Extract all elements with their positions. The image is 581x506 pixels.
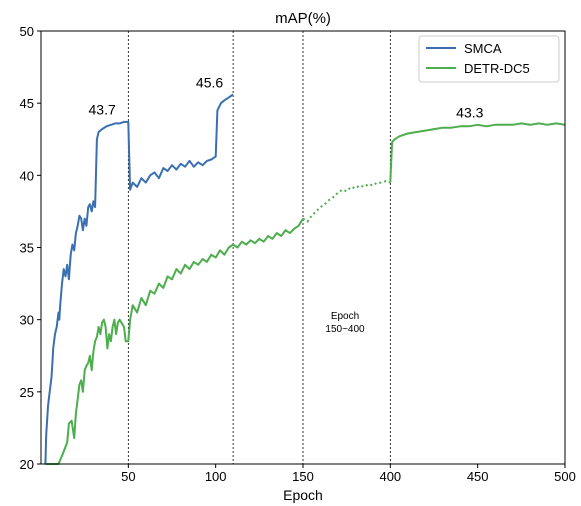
y-axis: 20 25 30 35 40 45 50 (20, 24, 41, 472)
y-tick-label: 50 (20, 24, 34, 39)
y-tick-label: 30 (20, 313, 34, 328)
value-annotation: 43.7 (89, 102, 116, 118)
x-tick-label: 400 (379, 469, 401, 484)
legend: SMCA DETR-DC5 (418, 35, 560, 83)
series-line-detr-dc5 (45, 218, 304, 465)
segment-note: Epoch 150~400 (325, 311, 365, 335)
value-annotations: 43.7 45.6 43.3 (89, 74, 484, 120)
x-tick-label: 100 (205, 469, 227, 484)
legend-label: DETR-DC5 (464, 61, 530, 76)
x-axis: 50 100 150 400 450 500 (121, 464, 576, 484)
y-tick-label: 25 (20, 385, 34, 400)
value-annotation: 45.6 (196, 74, 223, 90)
y-tick-label: 20 (20, 457, 34, 472)
value-annotation: 43.3 (456, 105, 483, 121)
y-tick-label: 35 (20, 241, 34, 256)
x-tick-label: 150 (292, 469, 314, 484)
series-line-detr-dc5-late (389, 122, 566, 183)
x-tick-label: 500 (554, 469, 576, 484)
x-axis-label: Epoch (283, 487, 323, 503)
x-tick-label: 50 (121, 469, 135, 484)
segment-note-line2: 150~400 (325, 324, 365, 335)
series-line-detr-dc5-dotted (302, 180, 391, 223)
legend-label: SMCA (464, 41, 502, 56)
chart-title: mAP(%) (275, 10, 331, 27)
epoch-divider-lines (127, 31, 391, 464)
y-tick-label: 45 (20, 96, 34, 111)
y-tick-label: 40 (20, 168, 34, 183)
x-tick-label: 450 (467, 469, 489, 484)
series-line-smca (44, 93, 234, 465)
series-layer (44, 93, 566, 465)
segment-note-line1: Epoch (331, 311, 359, 322)
